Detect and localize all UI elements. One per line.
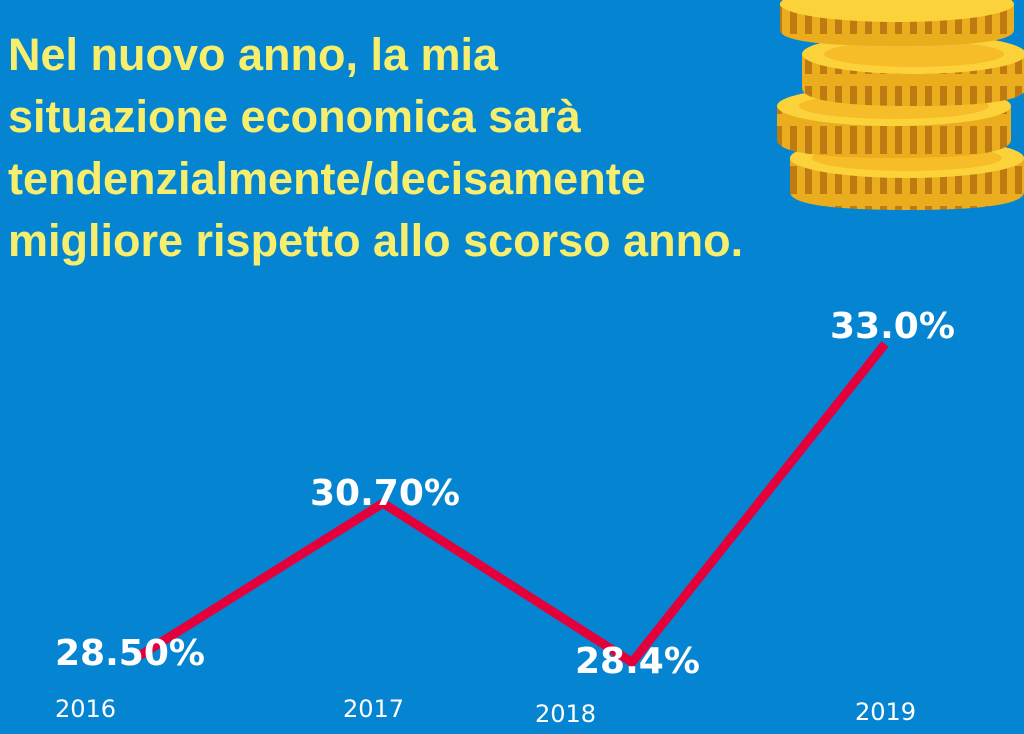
data-point (139, 654, 141, 656)
data-point (631, 661, 633, 663)
x-tick-label: 2016 (55, 695, 116, 723)
coin-1 (780, 0, 1014, 46)
series-line (137, 341, 889, 669)
x-tick-label: 2017 (343, 695, 404, 723)
coin-stack-icon (777, 0, 1024, 210)
x-tick-label: 2018 (535, 700, 596, 728)
data-point (884, 343, 886, 345)
headline-line-4: migliore rispetto allo scorso anno. (8, 215, 744, 266)
x-tick-label: 2019 (855, 698, 916, 726)
data-label: 33.0% (830, 306, 955, 347)
data-label: 28.4% (575, 641, 700, 682)
headline-line-1: Nel nuovo anno, la mia (8, 29, 499, 80)
data-label: 30.70% (310, 473, 460, 514)
data-point (382, 502, 384, 504)
headline-line-2: situazione economica sarà (8, 91, 581, 142)
headline: Nel nuovo anno, la mia situazione econom… (8, 24, 888, 272)
data-label: 28.50% (55, 633, 205, 674)
headline-line-3: tendenzialmente/decisamente (8, 153, 646, 204)
